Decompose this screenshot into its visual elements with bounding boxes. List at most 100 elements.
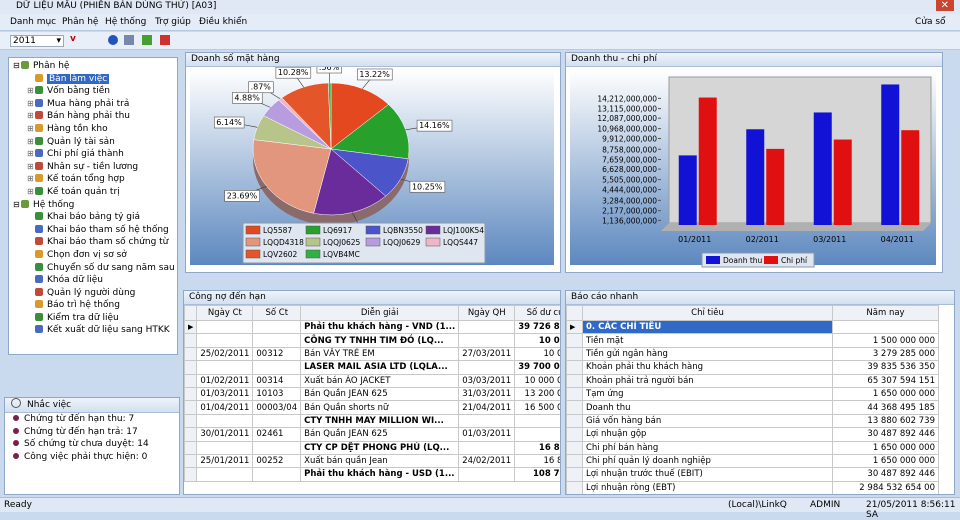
tree-item[interactable]: Khai báo tham số chứng từ [9, 236, 177, 249]
table-cell: 1 650 000 000 [832, 440, 939, 455]
table-cell: 8 800 [514, 427, 560, 442]
toolbar-icon[interactable]: v [70, 34, 76, 44]
table-row[interactable]: 25/02/2011 00312 Bán VẤY TRẺ EM 27/03/2011 1… [184, 346, 560, 362]
tree-item[interactable]: ⊞ Quản lý tài sản [9, 136, 177, 149]
toolbar-icon[interactable] [160, 35, 170, 45]
menu-item[interactable]: Cửa sổ [915, 17, 946, 27]
table-row[interactable]: Khoản phải trả người bán 65 307 594 151 [566, 373, 939, 388]
data-label: 10.25% [412, 182, 443, 191]
table-row[interactable]: CTY TNHH MAY MILLION WI... 8 800 [184, 413, 560, 429]
tree-item[interactable]: Bàn làm việc [9, 73, 177, 86]
help-icon[interactable] [108, 35, 118, 45]
table-cell: 8 800 [514, 413, 560, 429]
table-cell: CTY CP DỆT PHONG PHÚ (LQ... [300, 440, 460, 455]
table-row[interactable]: Tiền gửi ngân hàng 3 279 285 000 [566, 346, 939, 362]
reminder-item[interactable]: Công việc phải thực hiện: 0 [5, 451, 179, 464]
tree-item-label: Chọn đơn vị sơ sở [47, 249, 127, 260]
bullet [13, 440, 19, 446]
legend-swatch [764, 256, 778, 264]
table-row[interactable]: CÔNG TY TNHH TIM ĐỎ (LQ... 10 000 000 [184, 333, 560, 348]
menu-item[interactable]: Hệ thống [105, 17, 147, 27]
table-row[interactable]: Tiền mặt 1 500 000 000 [566, 333, 939, 348]
label-box [232, 92, 263, 104]
reminder-text: Công việc phải thực hiện: 0 [24, 451, 148, 462]
tree-item[interactable]: ⊞ Chi phí giá thành [9, 148, 177, 161]
tree-item[interactable]: ⊞ Nhân sự - tiền lương [9, 161, 177, 174]
indicator-cell [566, 453, 583, 469]
column-header: Năm nay [832, 305, 939, 321]
table-cell: 00312 [252, 346, 302, 362]
table-row[interactable]: 01/04/2011 00003/04 Bán Quần shorts nữ 21/0… [184, 400, 560, 415]
tree-item-label: Báo trì hệ thống [47, 300, 120, 311]
tree-item[interactable]: ⊞ Hàng tồn kho [9, 123, 177, 136]
table-row[interactable]: Khoản phải thu khách hàng 39 835 536 350 [566, 360, 939, 375]
toolbar-icon[interactable] [124, 35, 134, 45]
expander: ⊟ [13, 61, 20, 70]
table-row[interactable]: ▶ Phải thu khách hàng - VND (1... 39 726 8… [184, 319, 560, 335]
table-row[interactable]: ▶ 0. CÁC CHỈ TIÊU [566, 319, 939, 335]
tree-item[interactable]: ⊞ Bán hàng phải thu [9, 110, 177, 123]
table-row[interactable]: 01/03/2011 10103 Bán Quần JEAN 625 31/03/20… [184, 386, 560, 402]
tree-item-label: Bán hàng phải thu [47, 111, 130, 122]
table-row[interactable]: Lợi nhuận ròng (EBT) 2 984 532 654 00 [566, 480, 939, 494]
tree-item[interactable]: Quản lý người dùng [9, 287, 177, 300]
icon [35, 149, 43, 158]
menu-item[interactable]: Điều khiển [199, 17, 248, 27]
table-cell [252, 440, 302, 455]
status-server: (Local)\LinkQ [728, 500, 787, 510]
tree-item-label: Hàng tồn kho [47, 123, 108, 134]
y-tick-label: 6,628,000,000 [602, 165, 657, 174]
label-box [416, 119, 453, 132]
table-cell: 03/03/2011 [458, 373, 516, 388]
table-row[interactable]: Lợi nhuận gộp 30 487 892 446 [566, 427, 939, 442]
table-row[interactable]: Giá vốn hàng bán 13 880 602 739 [566, 413, 939, 429]
table-row[interactable]: Tạm ứng 1 650 000 000 [566, 386, 939, 402]
table-cell: Khoản phải thu khách hàng [582, 360, 833, 375]
pie-slice [252, 139, 332, 214]
tree-item[interactable]: Khóa dữ liệu [9, 274, 177, 287]
reminder-item[interactable]: Chứng từ đến hạn trả: 17 [5, 426, 179, 439]
menu-item[interactable]: Trợ giúp [155, 17, 191, 27]
table-row[interactable]: LASER MAIL ASIA LTD (LQLA... 39 700 000 0… [184, 360, 560, 375]
tree-item[interactable]: ⊞ Kế toán tổng hợp [9, 173, 177, 186]
tree-item[interactable]: Chọn đơn vị sơ sở [9, 249, 177, 262]
table-cell: Bán VẤY TRẺ EM [300, 346, 460, 362]
close-button[interactable]: ✕ [935, 0, 954, 11]
table-row[interactable]: CTY CP DỆT PHONG PHÚ (LQ... 16 800 000 [184, 440, 560, 455]
table-cell: 16 500 000 000 [514, 400, 560, 415]
year-combo[interactable]: 2011 ▾ [10, 35, 64, 47]
table-row[interactable]: Chi phí bán hàng 1 650 000 000 [566, 440, 939, 455]
table-cell: Chi phí quản lý doanh nghiệp [582, 453, 833, 469]
table-cell: Xuất bán quần Jean [300, 453, 460, 469]
tree-item[interactable]: ⊞ Mua hàng phải trả [9, 98, 177, 111]
table-cell: Bán Quần JEAN 625 [300, 427, 460, 442]
tree-item[interactable]: Khai báo tham số hệ thống [9, 224, 177, 237]
table-row[interactable]: 01/02/2011 00314 Xuất bán ÁO JACKET 03/03/2… [184, 373, 560, 388]
tree-item[interactable]: ⊞ Kế toán quản trị [9, 186, 177, 199]
tree-group[interactable]: ⊟ Hệ thống [9, 199, 177, 212]
table-row[interactable]: 30/01/2011 02461 Bán Quần JEAN 625 01/03/20… [184, 427, 560, 442]
table-row[interactable]: Doanh thu 44 368 495 185 [566, 400, 939, 415]
tree-item[interactable]: Kết xuất dữ liệu sang HTKK [9, 324, 177, 337]
tree-group[interactable]: ⊟ Phân hệ [9, 60, 177, 73]
tree-item[interactable]: Chuyển số dư sang năm sau [9, 262, 177, 275]
tree-item[interactable]: Khai báo bảng tỷ giá [9, 211, 177, 224]
indicator-cell [184, 305, 198, 321]
x-tick-label: 03/2011 [813, 235, 846, 244]
reminder-item[interactable]: Chứng từ đến hạn thu: 7 [5, 413, 179, 426]
menu-item[interactable]: Phân hệ [62, 17, 99, 27]
table-row[interactable]: Lợi nhuận trước thuế (EBIT) 30 487 892 44… [566, 467, 939, 482]
table-row[interactable]: Chi phí quản lý doanh nghiệp 1 650 000 00… [566, 453, 939, 469]
x-tick-label: 02/2011 [746, 235, 779, 244]
reminder-text: Chứng từ đến hạn trả: 17 [24, 426, 138, 437]
bullet [13, 415, 19, 421]
table-row[interactable]: 25/01/2011 00252 Xuất bán quần Jean 24/02/2… [184, 453, 560, 469]
tree-item[interactable]: Báo trì hệ thống [9, 299, 177, 312]
tree-item[interactable]: Kiểm tra dữ liệu [9, 312, 177, 325]
reminder-item[interactable]: Số chứng từ chưa duyệt: 14 [5, 438, 179, 451]
table-row[interactable]: Phải thu khách hàng - USD (1... 108 724 3… [184, 467, 560, 482]
menu-item[interactable]: Danh mục [10, 17, 57, 27]
tree-item[interactable]: ⊞ Vốn bằng tiền [9, 85, 177, 98]
toolbar-icon[interactable] [142, 35, 152, 45]
